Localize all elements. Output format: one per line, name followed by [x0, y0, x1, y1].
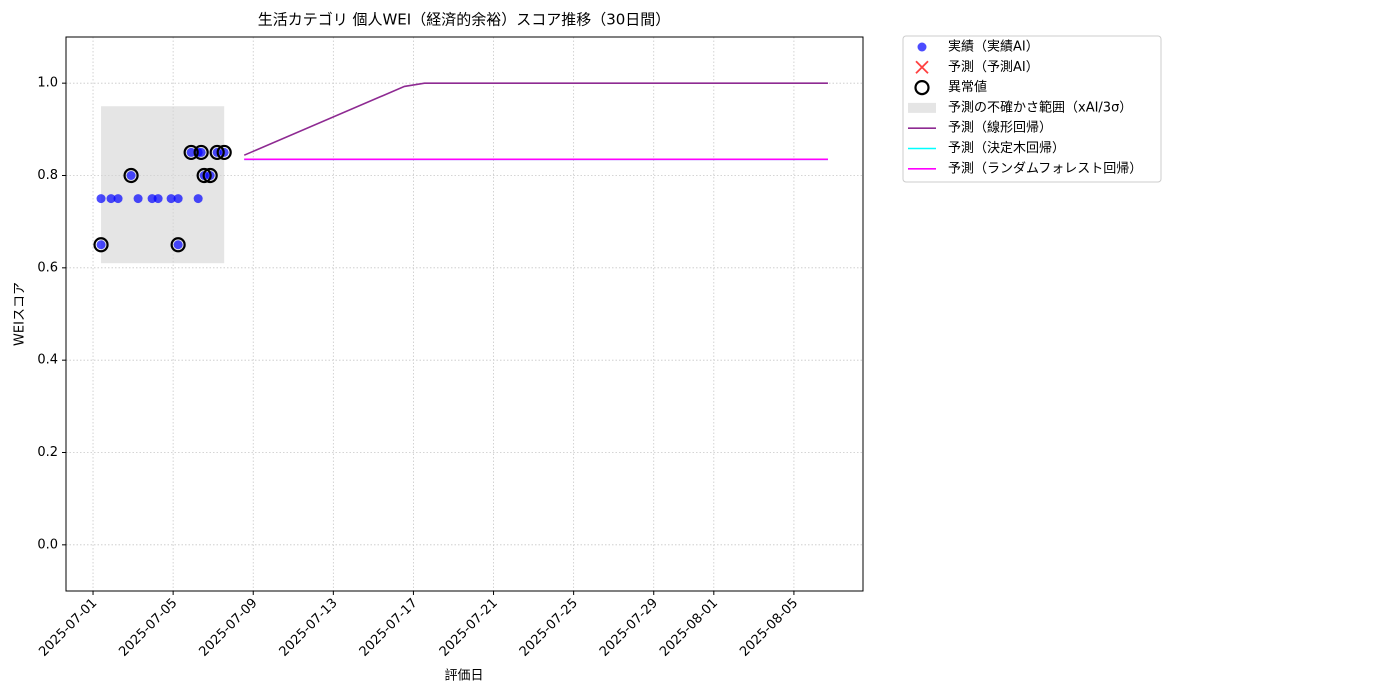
legend-marker — [915, 60, 929, 74]
anomaly-point — [196, 167, 212, 184]
anomaly-point — [93, 237, 109, 253]
marks — [93, 82, 828, 264]
x-tick-label: 2025-07-01 — [36, 596, 100, 660]
actual-point — [96, 194, 106, 204]
y-tick-label: 0.2 — [37, 445, 58, 460]
actual-point — [96, 240, 106, 250]
regression-line — [243, 82, 828, 156]
actual-point — [196, 147, 206, 157]
anomaly-point — [193, 144, 209, 161]
x-tick-label: 2025-07-13 — [277, 596, 341, 660]
anomaly-point — [170, 237, 186, 253]
actual-point — [166, 194, 176, 204]
y-tick-label: 0.4 — [37, 353, 58, 368]
actual-point — [153, 194, 163, 204]
legend-label: 予測の不確かさ範囲（xAI/3σ） — [948, 99, 1132, 115]
legend-marker — [917, 42, 927, 52]
grid — [66, 37, 863, 591]
y-tick-label: 0.6 — [37, 260, 58, 275]
actual-point — [173, 240, 183, 250]
actual-point — [173, 194, 183, 204]
y-tick-label: 1.0 — [37, 76, 58, 91]
y-tick-label: 0.8 — [37, 168, 58, 183]
uncertainty-band — [101, 106, 225, 264]
x-tick-label: 2025-07-25 — [517, 596, 581, 660]
actual-point — [186, 147, 196, 157]
actual-point — [106, 194, 116, 204]
anomaly-point — [216, 144, 232, 161]
x-tick-label: 2025-08-01 — [657, 596, 721, 660]
plot-frame — [65, 36, 864, 592]
actual-point — [113, 194, 123, 204]
legend-label: 異常値 — [948, 79, 987, 95]
actual-point — [193, 194, 203, 204]
anomaly-point — [183, 144, 199, 161]
x-tick-label: 2025-07-17 — [357, 596, 421, 660]
legend-label: 予測（ランダムフォレスト回帰） — [948, 160, 1142, 176]
x-tick-label: 2025-07-29 — [597, 596, 661, 660]
legend-label: 予測（線形回帰） — [948, 120, 1052, 136]
anomaly-point — [209, 144, 225, 161]
actual-point — [126, 171, 136, 180]
legend-label: 実績（実績AI） — [948, 39, 1039, 55]
y-axis-label: WEIスコア — [13, 282, 28, 346]
chart-title: 生活カテゴリ 個人WEI（経済的余裕）スコア推移（30日間） — [258, 11, 671, 29]
legend-box — [902, 35, 1162, 183]
actual-point — [133, 194, 143, 204]
legend-marker — [914, 79, 930, 96]
anomaly-point — [202, 167, 218, 184]
legend-label: 予測（決定木回帰） — [948, 140, 1065, 156]
x-tick-label: 2025-07-09 — [197, 596, 261, 660]
x-tick-label: 2025-08-05 — [737, 596, 801, 660]
legend-label: 予測（予測AI） — [948, 60, 1039, 75]
x-tick-label: 2025-07-21 — [437, 596, 501, 660]
y-tick-label: 0.0 — [37, 537, 58, 552]
x-tick-label: 2025-07-05 — [116, 596, 180, 660]
x-axis-label: 評価日 — [444, 669, 483, 684]
legend-marker — [908, 102, 936, 113]
anomaly-point — [123, 167, 139, 184]
